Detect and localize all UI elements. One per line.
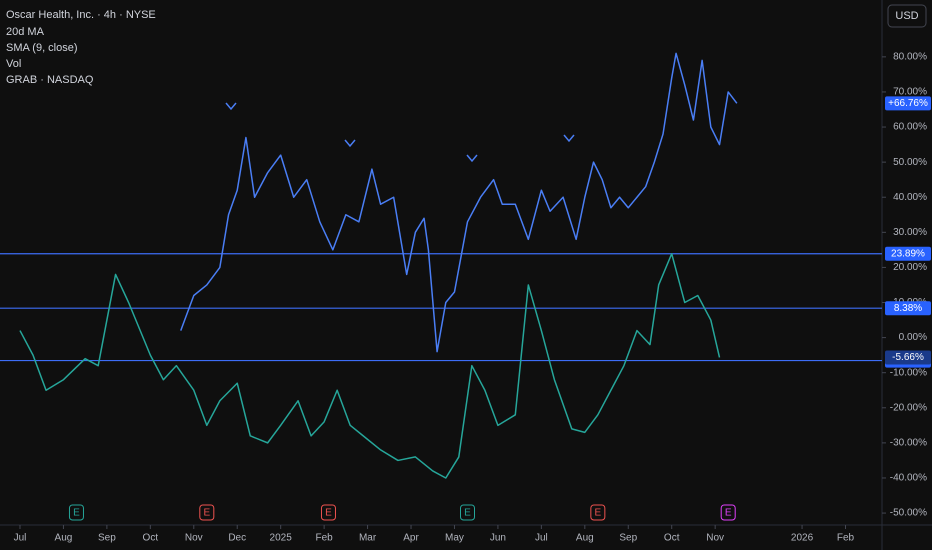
- x-tick-label: Feb: [316, 533, 334, 544]
- last-value-label: -5.66%: [892, 352, 924, 363]
- y-tick-label: -30.00%: [890, 438, 927, 449]
- x-tick-label: 2026: [791, 533, 814, 544]
- earnings-label: E: [325, 508, 332, 519]
- series-line: [180, 52, 738, 353]
- y-tick-label: 60.00%: [893, 122, 927, 133]
- caret: [225, 102, 237, 111]
- x-tick-label: Jun: [490, 533, 506, 544]
- caret: [563, 134, 575, 143]
- earnings-label: E: [73, 508, 80, 519]
- earnings-marker: [720, 504, 736, 521]
- x-tick-label: 2025: [270, 533, 293, 544]
- level-tag: [885, 246, 931, 261]
- y-tick-label: -10.00%: [890, 367, 927, 378]
- y-tick-label: 20.00%: [893, 262, 927, 273]
- x-tick-label: Jul: [14, 533, 27, 544]
- last-value-tag: [885, 96, 931, 111]
- earnings-label: E: [203, 508, 210, 519]
- caret: [344, 139, 356, 148]
- chart-title: Oscar Health, Inc. · 4h · NYSE: [6, 9, 156, 21]
- y-tick-label: 70.00%: [893, 87, 927, 98]
- x-tick-label: Apr: [403, 533, 419, 544]
- x-tick-label: Aug: [576, 533, 594, 544]
- y-tick-label: 40.00%: [893, 192, 927, 203]
- y-tick-label: -40.00%: [890, 473, 927, 484]
- earnings-label: E: [725, 508, 732, 519]
- currency-button[interactable]: [887, 4, 927, 28]
- indicator[interactable]: SMA (9, close): [6, 42, 78, 54]
- x-tick-label: Dec: [228, 533, 246, 544]
- level-tag: [885, 301, 931, 316]
- x-tick-label: Nov: [706, 533, 724, 544]
- y-tick-label: 80.00%: [893, 51, 927, 62]
- x-tick-label: Jul: [535, 533, 548, 544]
- y-tick-label: -20.00%: [890, 402, 927, 413]
- x-tick-label: Aug: [55, 533, 73, 544]
- y-tick-label: 0.00%: [899, 332, 927, 343]
- level-label: 23.89%: [891, 248, 925, 259]
- earnings-label: E: [595, 508, 602, 519]
- x-tick-label: Sep: [98, 533, 116, 544]
- earnings-marker: [68, 504, 84, 521]
- currency[interactable]: USD: [895, 10, 918, 22]
- x-tick-label: May: [445, 533, 464, 544]
- x-tick-label: Nov: [185, 533, 203, 544]
- x-tick-label: Oct: [143, 533, 159, 544]
- caret: [466, 154, 478, 163]
- earnings-marker: [320, 504, 336, 521]
- earnings-label: E: [464, 508, 471, 519]
- y-tick-label: 30.00%: [893, 227, 927, 238]
- last-value-label: +66.76%: [888, 98, 928, 109]
- x-tick-label: Sep: [619, 533, 637, 544]
- indicator[interactable]: GRAB · NASDAQ: [6, 74, 94, 86]
- y-tick-label: 50.00%: [893, 157, 927, 168]
- x-tick-label: Feb: [837, 533, 855, 544]
- y-tick-label: -50.00%: [890, 508, 927, 519]
- earnings-marker: [199, 504, 215, 521]
- level-label: 8.38%: [894, 303, 922, 314]
- earnings-marker: [460, 504, 476, 521]
- last-value-tag: [885, 350, 931, 365]
- indicator[interactable]: 20d MA: [6, 26, 45, 38]
- x-tick-label: Oct: [664, 533, 680, 544]
- earnings-marker: [590, 504, 606, 521]
- series-line: [19, 253, 721, 479]
- x-tick-label: Mar: [359, 533, 377, 544]
- indicator[interactable]: Vol: [6, 58, 21, 70]
